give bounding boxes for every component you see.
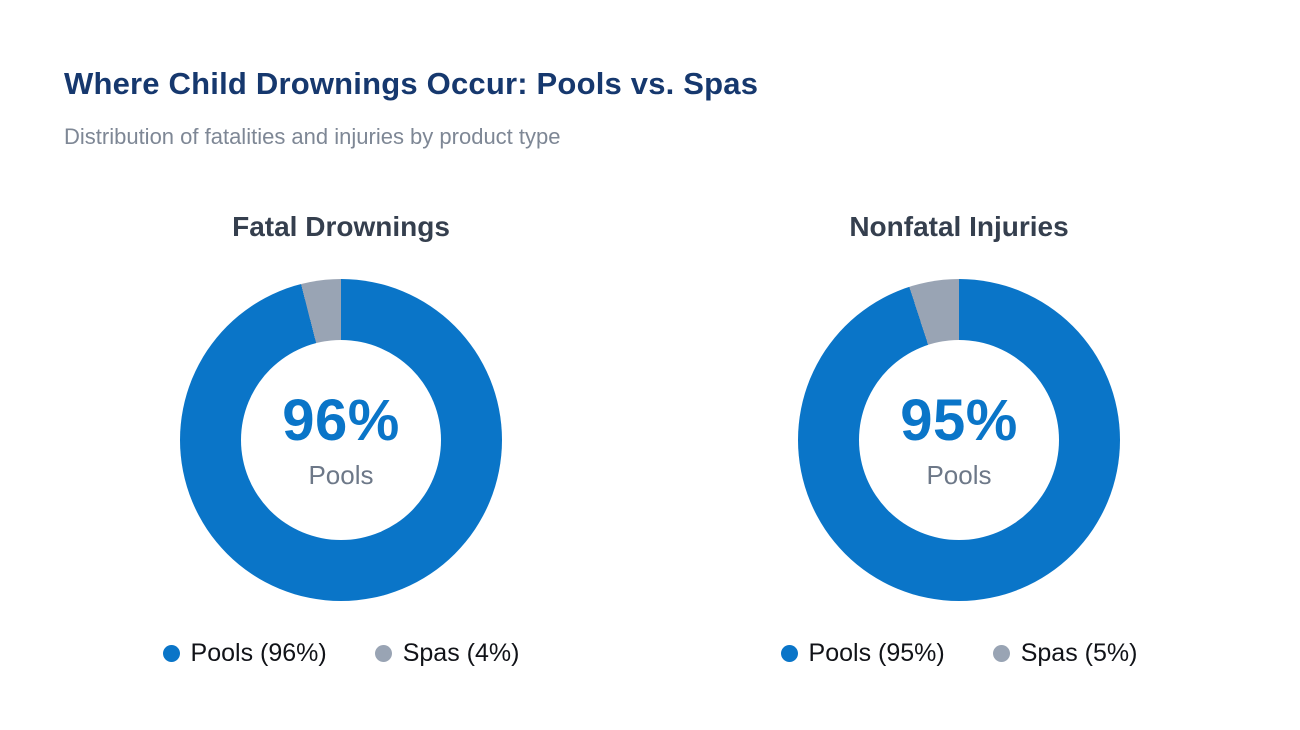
legend-label: Spas (4%) bbox=[402, 638, 520, 667]
legend-label: Pools (95%) bbox=[808, 638, 945, 667]
legend-label: Pools (96%) bbox=[190, 638, 327, 667]
page-subtitle: Distribution of fatalities and injuries … bbox=[64, 123, 561, 149]
donut-center-label: Pools bbox=[308, 459, 374, 490]
charts-row: Fatal Drownings 96% Pools Pools (96%) Sp… bbox=[0, 210, 1300, 666]
donut-center-value: 96% bbox=[282, 387, 400, 453]
header: Where Child Drownings Occur: Pools vs. S… bbox=[0, 0, 1300, 150]
pools-dot-icon bbox=[162, 644, 180, 662]
donut-center-label: Pools bbox=[926, 459, 992, 490]
spas-dot-icon bbox=[992, 644, 1010, 662]
legend-item-pools: Pools (95%) bbox=[780, 638, 945, 667]
donut-center-value: 95% bbox=[900, 387, 1018, 453]
chart-title: Fatal Drownings bbox=[232, 211, 450, 243]
chart-title: Nonfatal Injuries bbox=[849, 211, 1069, 243]
legend-label: Spas (5%) bbox=[1020, 638, 1138, 667]
donut-chart: 96% Pools bbox=[180, 278, 502, 601]
donut-chart: 95% Pools bbox=[798, 278, 1120, 601]
chart-fatal-drownings: Fatal Drownings 96% Pools Pools (96%) Sp… bbox=[32, 210, 650, 666]
donut-hole: 95% Pools bbox=[859, 339, 1059, 540]
page-title: Where Child Drownings Occur: Pools vs. S… bbox=[64, 66, 759, 101]
legend-item-pools: Pools (96%) bbox=[162, 638, 327, 667]
legend: Pools (95%) Spas (5%) bbox=[780, 638, 1138, 667]
legend-item-spas: Spas (4%) bbox=[374, 638, 520, 667]
legend: Pools (96%) Spas (4%) bbox=[162, 638, 520, 667]
legend-item-spas: Spas (5%) bbox=[992, 638, 1138, 667]
chart-nonfatal-injuries: Nonfatal Injuries 95% Pools Pools (95%) … bbox=[650, 210, 1268, 666]
pools-dot-icon bbox=[780, 644, 798, 662]
donut-hole: 96% Pools bbox=[241, 339, 441, 540]
spas-dot-icon bbox=[374, 644, 392, 662]
